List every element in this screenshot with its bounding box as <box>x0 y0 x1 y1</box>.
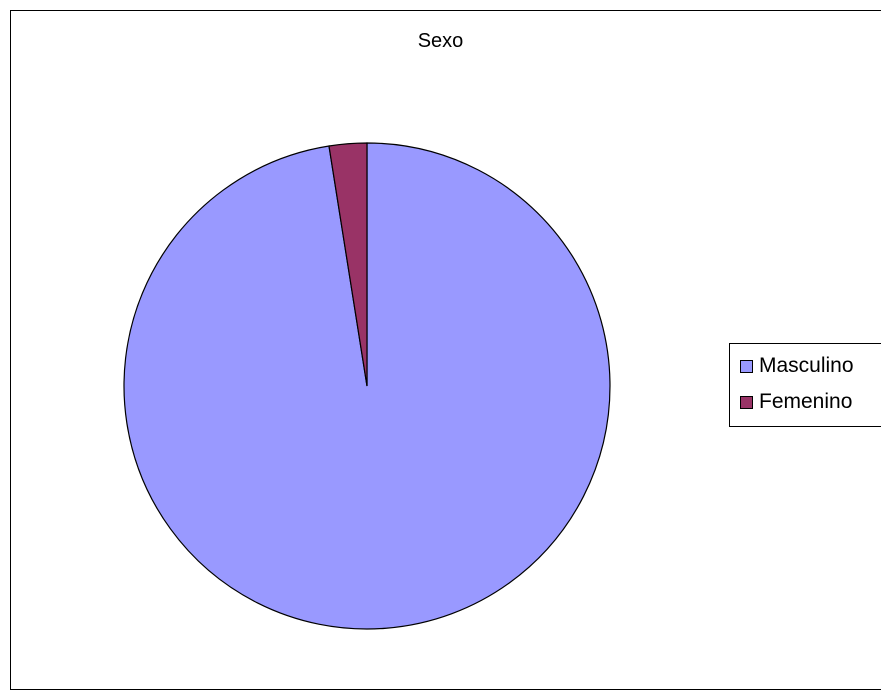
legend-label-femenino: Femenino <box>759 390 853 413</box>
chart-title: Sexo <box>417 30 464 52</box>
pie-slice-femenino <box>328 142 368 387</box>
legend-item-femenino: Femenino <box>740 388 852 416</box>
legend-label-masculino: Masculino <box>759 354 854 377</box>
pie-chart <box>123 142 611 630</box>
legend-swatch-masculino <box>740 359 753 373</box>
legend-item-masculino: Masculino <box>740 352 854 380</box>
legend: Masculino Femenino <box>729 343 881 427</box>
legend-swatch-femenino <box>740 395 753 409</box>
